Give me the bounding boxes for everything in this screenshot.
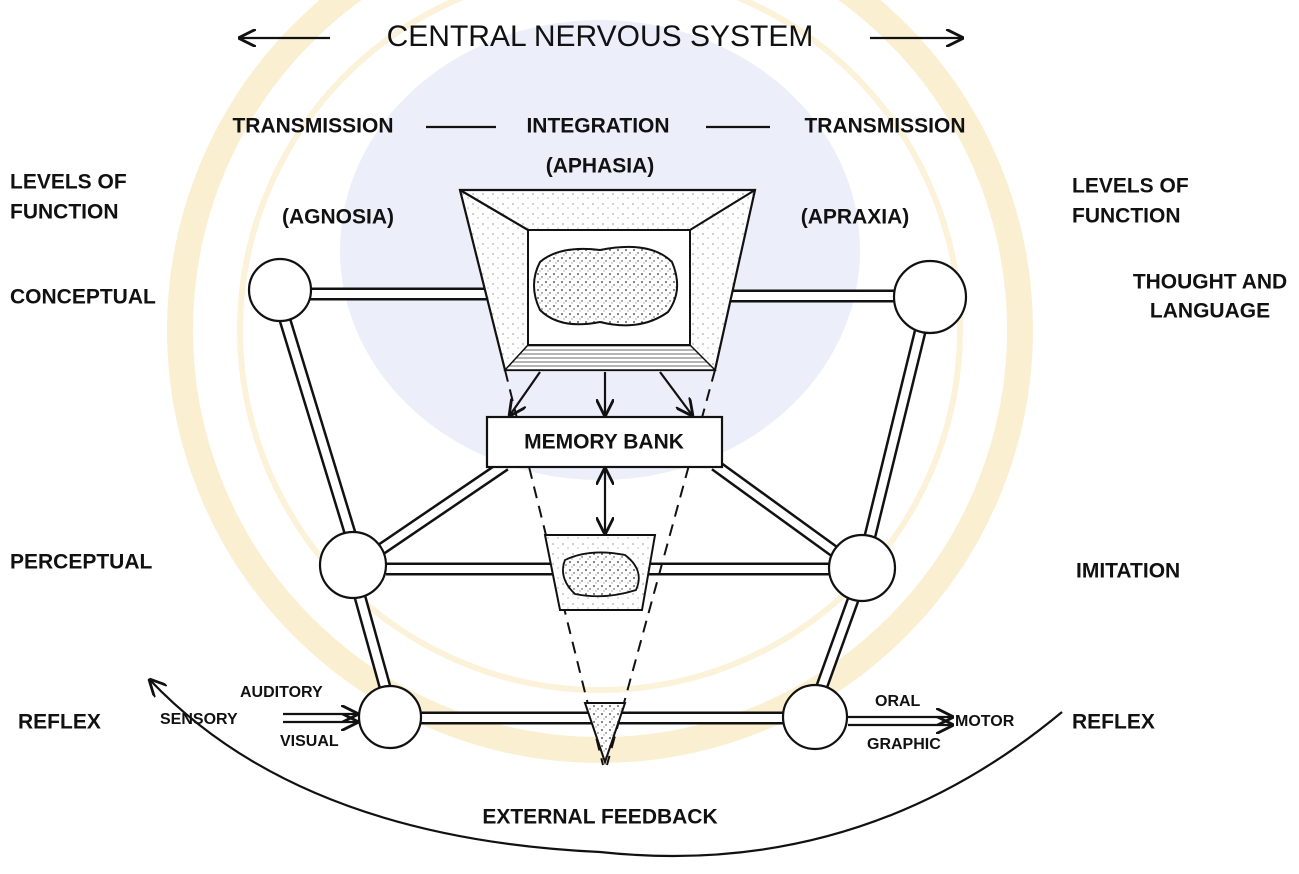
node — [894, 261, 966, 333]
disorder-label: (APRAXIA) — [801, 206, 910, 229]
level-heading: FUNCTION — [10, 201, 119, 224]
input-label: VISUAL — [280, 733, 339, 750]
level-label: IMITATION — [1076, 560, 1180, 583]
node — [829, 535, 895, 601]
pathway — [715, 465, 835, 552]
level-label: LANGUAGE — [1150, 300, 1270, 323]
node — [320, 532, 386, 598]
feedback-label: EXTERNAL FEEDBACK — [482, 806, 717, 829]
output-label: MOTOR — [955, 713, 1015, 730]
output-label: GRAPHIC — [867, 736, 941, 753]
level-heading: FUNCTION — [1072, 205, 1181, 228]
node — [249, 259, 311, 321]
level-label: THOUGHT AND — [1133, 271, 1287, 294]
node — [783, 685, 847, 749]
level-heading: LEVELS OF — [1072, 175, 1189, 198]
title: CENTRAL NERVOUS SYSTEM — [387, 20, 814, 53]
level-label: REFLEX — [1072, 711, 1155, 734]
level-label: CONCEPTUAL — [10, 286, 156, 309]
header-label: TRANSMISSION — [232, 115, 393, 138]
input-label: AUDITORY — [240, 684, 323, 701]
disorder-label: (APHASIA) — [546, 155, 655, 178]
level-label: REFLEX — [18, 711, 101, 734]
pathway — [380, 465, 505, 550]
node — [359, 686, 421, 748]
pathway — [285, 320, 350, 533]
output-label: ORAL — [875, 693, 921, 710]
header-label: INTEGRATION — [526, 115, 669, 138]
memory-bank-label: MEMORY BANK — [524, 431, 684, 454]
header-label: TRANSMISSION — [804, 115, 965, 138]
level-label: PERCEPTUAL — [10, 551, 153, 574]
integration-center — [460, 190, 755, 370]
level-heading: LEVELS OF — [10, 171, 127, 194]
disorder-label: (AGNOSIA) — [282, 206, 394, 229]
diagram: CENTRAL NERVOUS SYSTEM TRANSMISSION INTE… — [0, 0, 1299, 874]
perceptual-center — [545, 535, 655, 610]
